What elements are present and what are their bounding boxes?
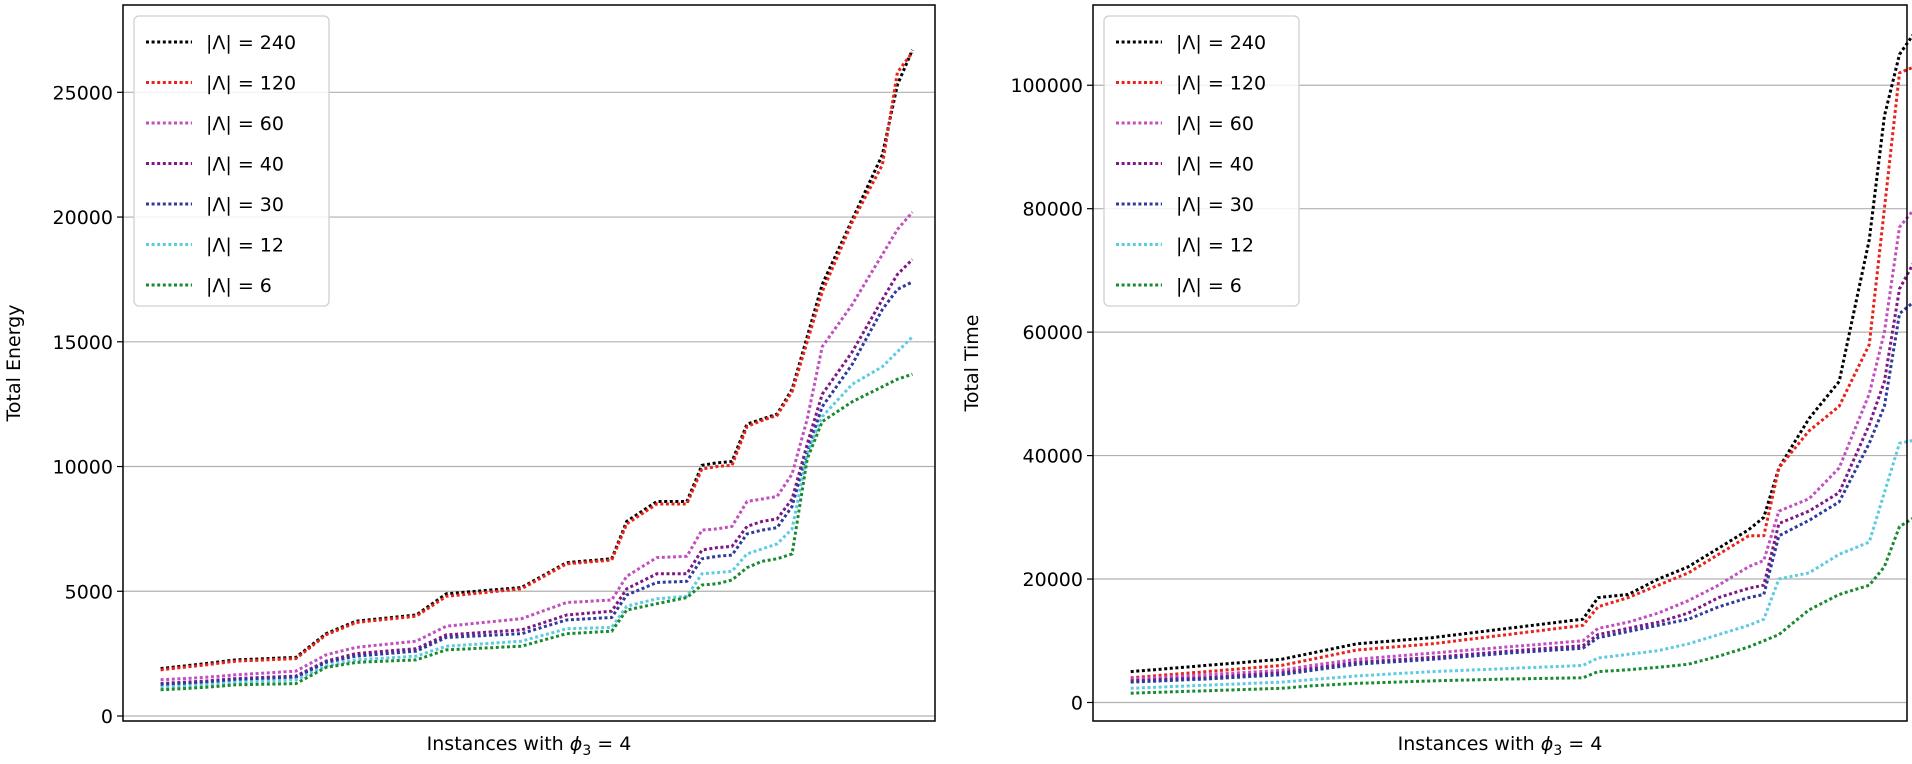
legend-value: = 120: [1208, 73, 1266, 95]
legend-value: = 30: [238, 194, 284, 216]
legend-entry-6: |Λ| = 12: [206, 235, 284, 257]
plot-frame: [1092, 4, 1908, 722]
x-axis-label-sub: 3: [582, 743, 591, 759]
y-tick-label: 20000: [1023, 569, 1083, 591]
legend-symbol: |Λ|: [206, 194, 232, 216]
legend-entry-5: |Λ| = 30: [206, 194, 284, 216]
y-tick-label: 60000: [1023, 322, 1083, 344]
x-axis-label: Instances with ϕ3 = 4: [1398, 733, 1603, 759]
legend-symbol: |Λ|: [1176, 154, 1202, 176]
legend-entry-7: |Λ| = 6: [1176, 275, 1242, 297]
y-axis-label: Total Time: [961, 315, 983, 413]
legend-value: = 60: [1208, 113, 1254, 135]
legend-entry-3: |Λ| = 60: [206, 113, 284, 135]
legend-entry-1: |Λ| = 240: [1176, 32, 1266, 54]
y-tick-label: 100000: [1010, 75, 1083, 97]
legend-symbol: |Λ|: [1176, 32, 1202, 54]
legend-value: = 12: [238, 235, 284, 257]
legend-box: [133, 15, 330, 307]
legend-entry-6: |Λ| = 12: [1176, 235, 1254, 257]
series-line-2: [1130, 66, 1912, 680]
legend-value: = 6: [238, 275, 272, 297]
x-axis-label-suffix: = 4: [1562, 733, 1602, 755]
x-axis-label-prefix: Instances with: [1398, 733, 1541, 755]
legend-symbol: |Λ|: [206, 275, 232, 297]
legend-entry-7: |Λ| = 6: [206, 275, 272, 297]
series-line-3: [1130, 209, 1912, 681]
y-tick-label: 20000: [53, 207, 113, 229]
legend-value: = 30: [1208, 194, 1254, 216]
legend: |Λ| = 240|Λ| = 120|Λ| = 60|Λ| = 40|Λ| = 30|Λ|…: [1103, 15, 1300, 307]
series-line-7: [160, 372, 913, 692]
legend-symbol: |Λ|: [1176, 194, 1202, 216]
legend-entry-5: |Λ| = 30: [1176, 194, 1254, 216]
legend: |Λ| = 240|Λ| = 120|Λ| = 60|Λ| = 40|Λ| = 30|Λ|…: [133, 15, 330, 307]
x-axis-label-suffix: = 4: [591, 733, 631, 755]
y-tick-label: 15000: [53, 332, 113, 354]
series-line-7: [1130, 517, 1912, 695]
y-tick-label: 0: [1071, 692, 1083, 714]
x-axis-label-sub: 3: [1553, 743, 1562, 759]
legend-symbol: |Λ|: [1176, 113, 1202, 135]
series-line-3: [160, 211, 914, 682]
legend-symbol: |Λ|: [206, 113, 232, 135]
series-line-4: [160, 258, 914, 686]
x-axis-label-var: ϕ: [570, 733, 583, 755]
legend-symbol: |Λ|: [1176, 235, 1202, 257]
legend-value: = 6: [1208, 275, 1242, 297]
x-axis-label-prefix: Instances with: [427, 733, 570, 755]
legend-box: [1103, 15, 1300, 307]
legend-value: = 40: [1208, 154, 1254, 176]
legend-entry-3: |Λ| = 60: [1176, 113, 1254, 135]
x-axis-label: Instances with ϕ3 = 4: [427, 733, 632, 759]
legend-entry-1: |Λ| = 240: [206, 32, 296, 54]
y-tick-label: 25000: [53, 82, 113, 104]
legend-symbol: |Λ|: [206, 32, 232, 54]
legend-value: = 240: [1208, 32, 1266, 54]
legend-value: = 40: [238, 154, 284, 176]
series-line-5: [1130, 301, 1912, 684]
y-tick-label: 10000: [53, 457, 113, 479]
y-tick-label: 0: [101, 706, 113, 728]
legend-value: = 12: [1208, 235, 1254, 257]
legend-symbol: |Λ|: [1176, 275, 1202, 297]
legend-symbol: |Λ|: [1176, 73, 1202, 95]
legend-symbol: |Λ|: [206, 154, 232, 176]
series-line-2: [160, 51, 914, 672]
y-tick-label: 40000: [1023, 446, 1083, 468]
legend-symbol: |Λ|: [206, 73, 232, 95]
series-line-5: [160, 280, 914, 687]
y-axis-label: Total Energy: [3, 305, 25, 423]
y-tick-label: 80000: [1023, 199, 1083, 221]
series-line-6: [1130, 439, 1912, 690]
legend-value: = 60: [238, 113, 284, 135]
legend-symbol: |Λ|: [206, 235, 232, 257]
plot-frame: [122, 4, 936, 722]
chart-panel-2: 0 20000 40000 60000 80000 100000 Total Time Ins…: [961, 4, 1912, 759]
legend-entry-4: |Λ| = 40: [1176, 154, 1254, 176]
y-tick-label: 5000: [65, 581, 113, 603]
x-axis-label-var: ϕ: [1541, 733, 1554, 755]
legend-entry-2: |Λ| = 120: [206, 73, 296, 95]
legend-entry-2: |Λ| = 120: [1176, 73, 1266, 95]
legend-value: = 240: [238, 32, 296, 54]
series-line-6: [160, 335, 914, 689]
legend-value: = 120: [238, 73, 296, 95]
legend-entry-4: |Λ| = 40: [206, 154, 284, 176]
series-line-4: [1130, 262, 1912, 683]
chart-panel-1: 0 5000 10000 15000 20000 25000 Total Energy Ins…: [3, 4, 936, 759]
